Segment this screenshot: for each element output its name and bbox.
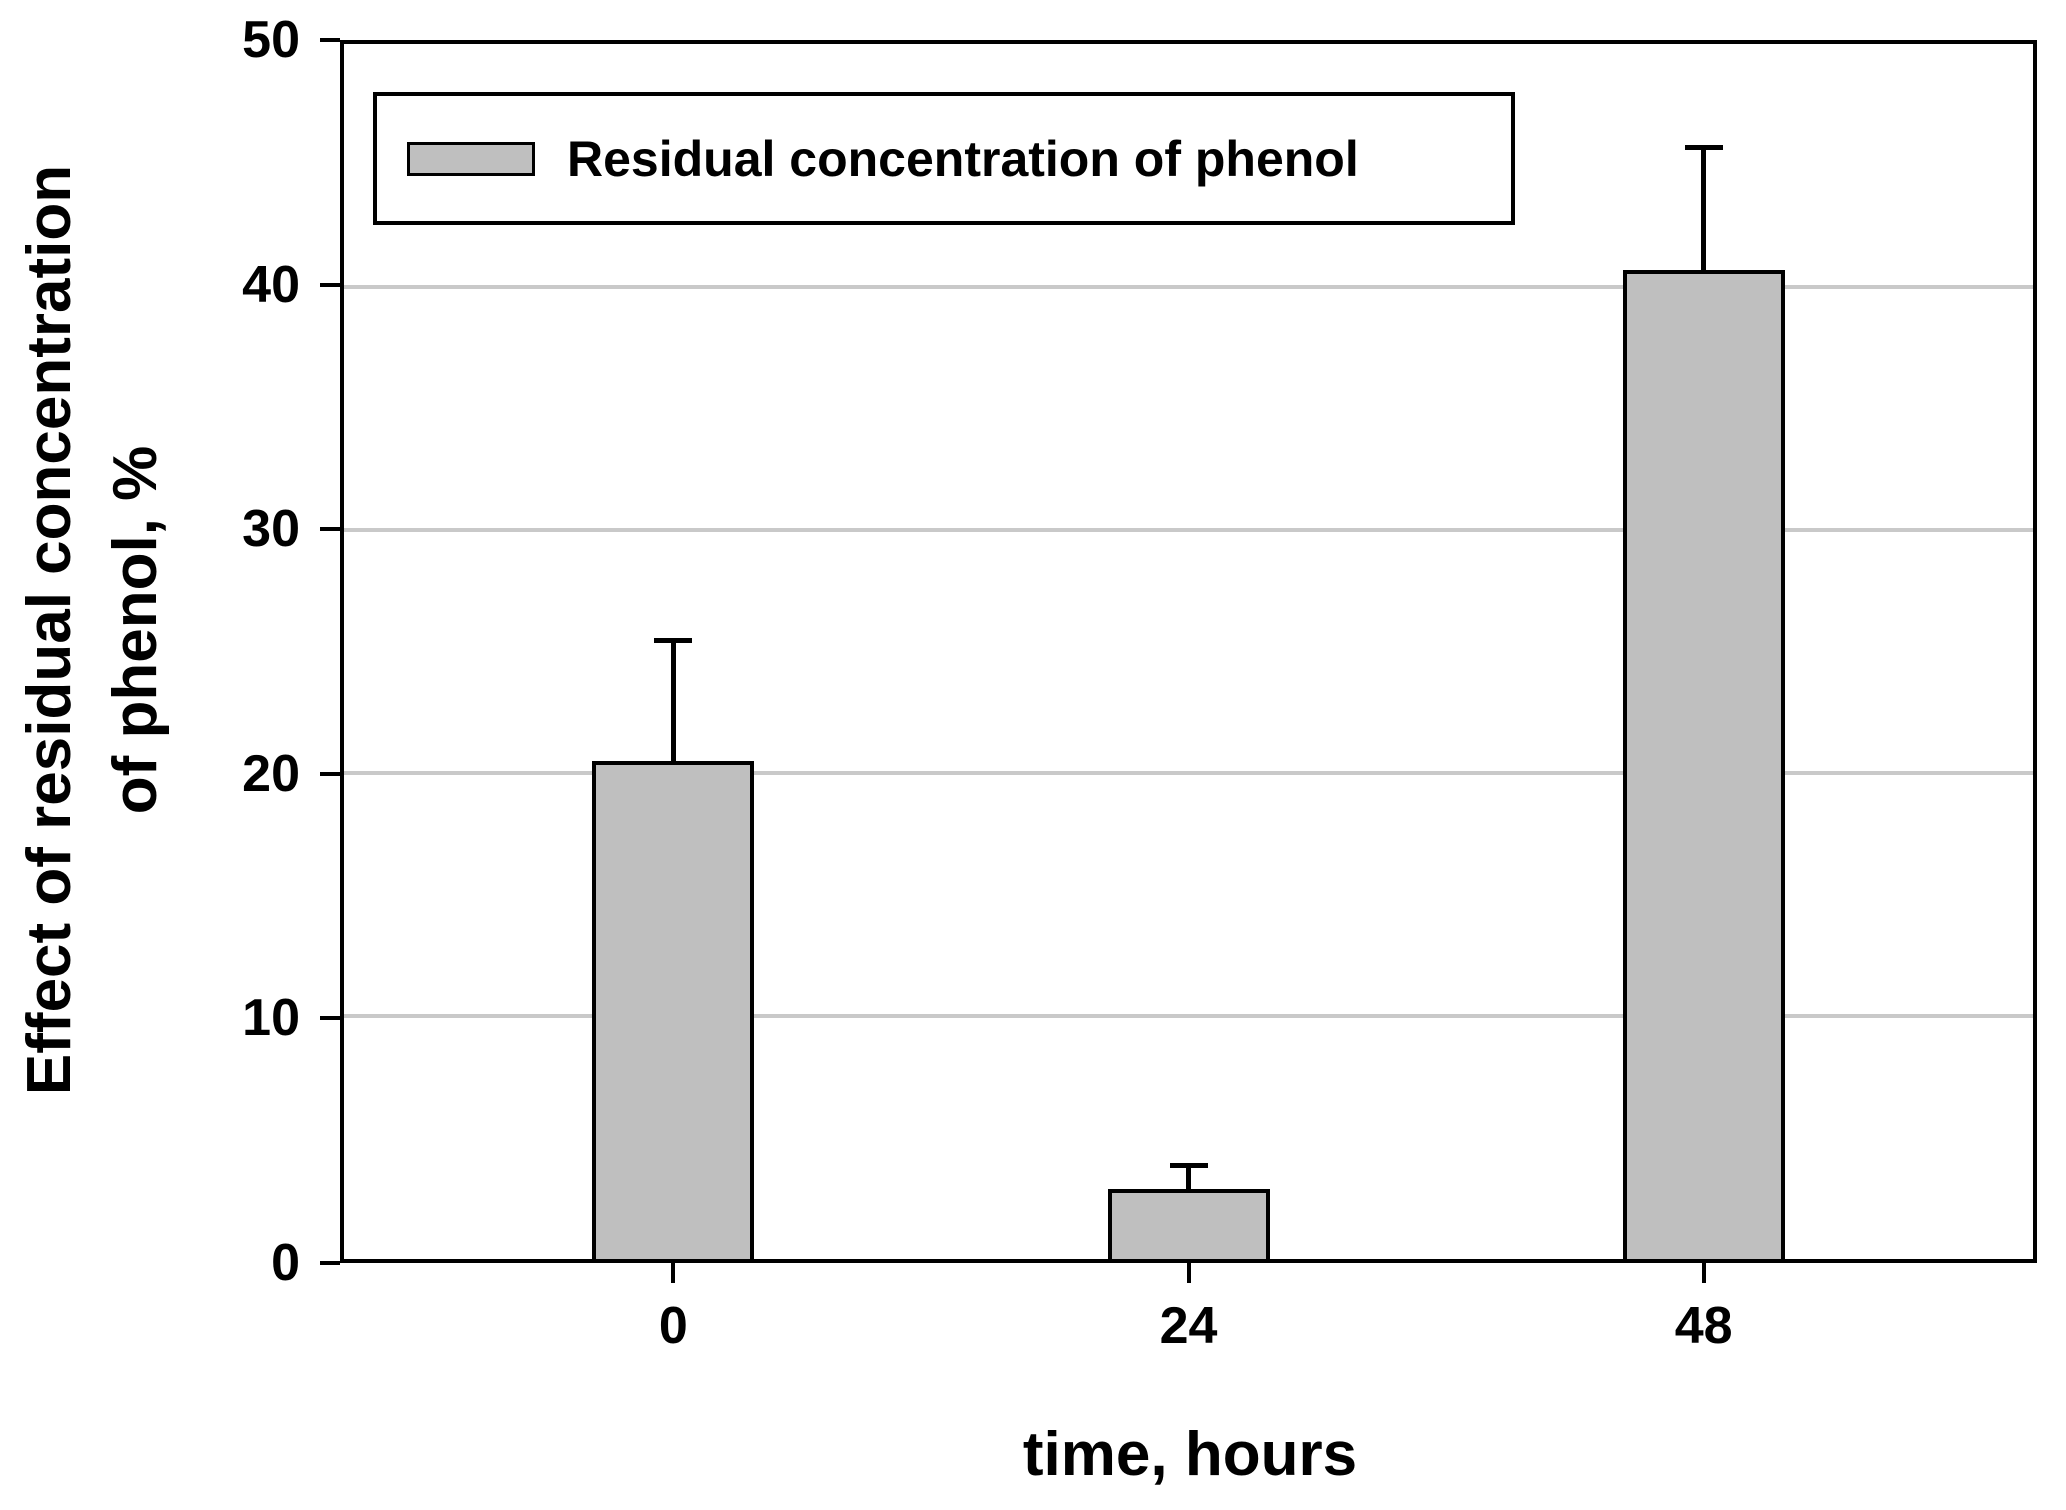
- y-tick-label: 20: [242, 744, 300, 803]
- y-axis-tick: [320, 527, 340, 532]
- legend-label: Residual concentration of phenol: [567, 130, 1359, 187]
- plot-area: [340, 40, 2037, 1263]
- legend: Residual concentration of phenol: [373, 92, 1515, 225]
- y-tick-label: 30: [242, 500, 300, 559]
- y-tick-label: 0: [271, 1234, 300, 1292]
- y-tick-label: 10: [242, 989, 300, 1048]
- x-axis-title: time, hours: [1022, 1420, 1358, 1489]
- y-tick-label: 50: [242, 11, 300, 69]
- error-bar-cap: [654, 638, 693, 644]
- x-axis-tick: [1701, 1263, 1706, 1283]
- y-axis-title-line1: Effect of residual concentration: [15, 164, 84, 1096]
- grid-line: [344, 1014, 2033, 1018]
- legend-swatch: [407, 141, 535, 176]
- x-tick-label: 48: [1674, 1297, 1733, 1355]
- error-bar-stem: [1186, 1164, 1191, 1189]
- y-axis-tick: [320, 38, 340, 42]
- error-bar-stem: [1701, 146, 1707, 270]
- x-axis-tick: [1186, 1263, 1191, 1283]
- x-axis-tick: [671, 1263, 676, 1283]
- grid-line: [344, 285, 2033, 289]
- x-tick-label: 24: [1159, 1297, 1218, 1355]
- bar: [1622, 270, 1785, 1259]
- error-bar-cap: [1169, 1163, 1208, 1169]
- grid-line: [344, 528, 2033, 532]
- y-axis-title: Effect of residual concentration of phen…: [7, 0, 183, 1330]
- y-axis-tick: [320, 282, 340, 287]
- error-bar-stem: [670, 639, 676, 761]
- y-axis-tick: [320, 1261, 340, 1265]
- bar: [1107, 1188, 1270, 1259]
- y-axis-tick: [320, 771, 340, 776]
- error-bar-cap: [1684, 145, 1723, 151]
- y-axis-tick: [320, 1016, 340, 1021]
- x-tick-label: 0: [658, 1297, 688, 1355]
- y-tick-label: 40: [242, 255, 300, 314]
- grid-line: [344, 771, 2033, 775]
- bar: [592, 760, 755, 1259]
